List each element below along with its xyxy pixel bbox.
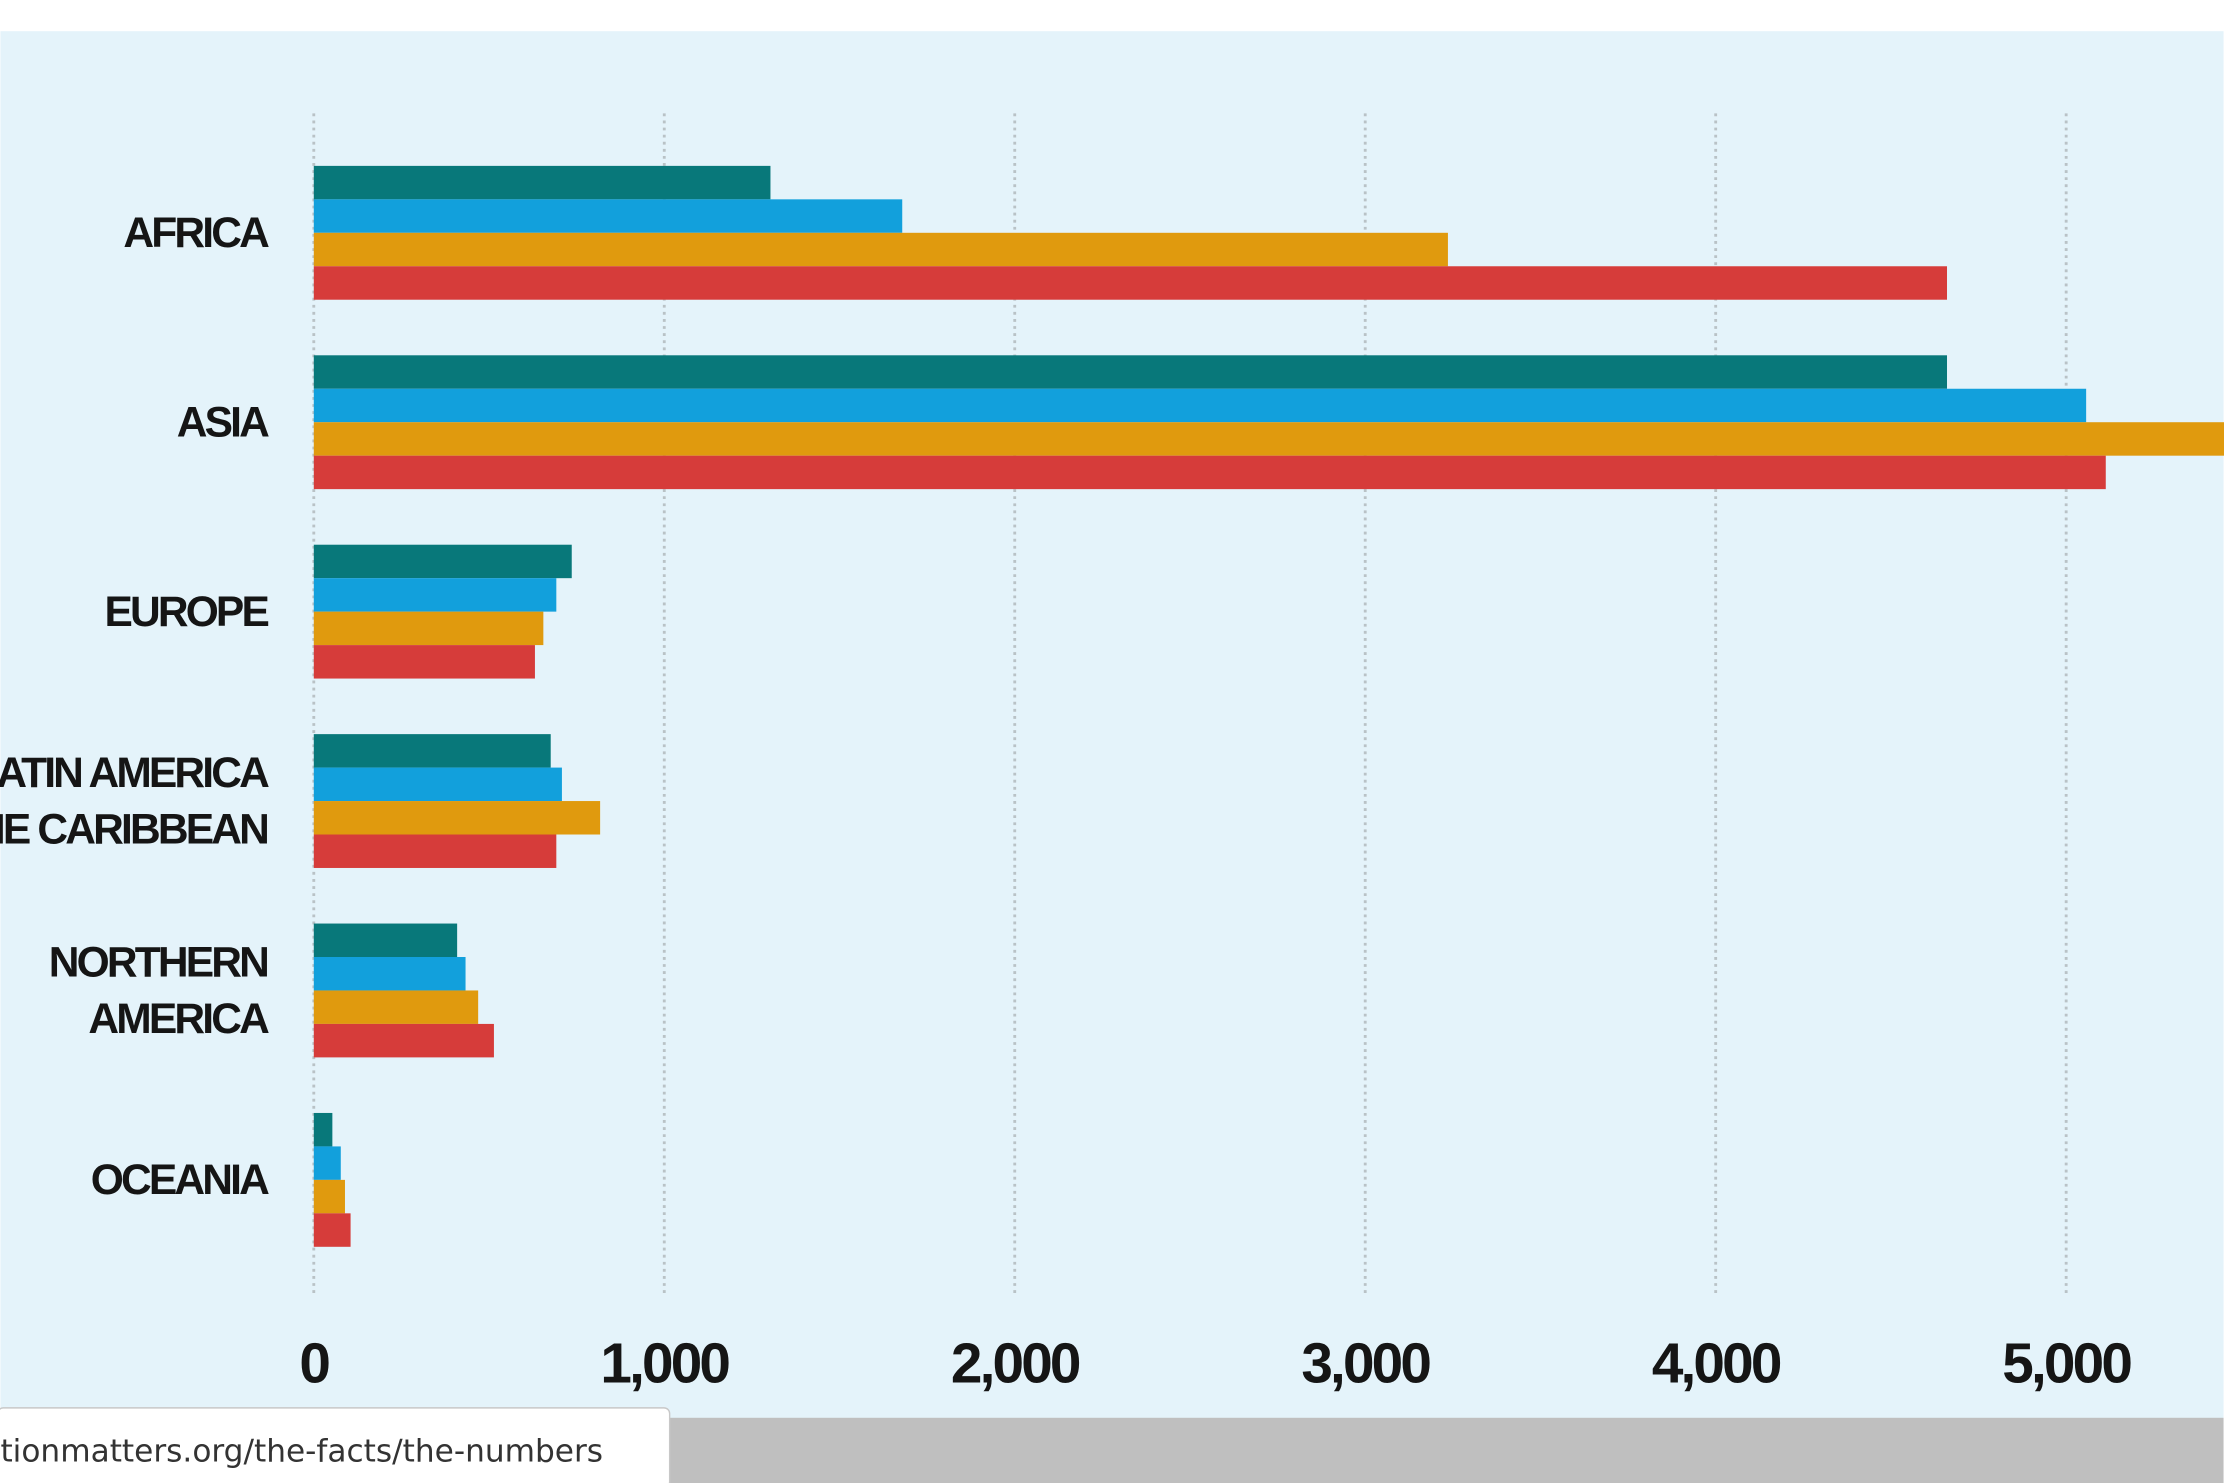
- bar: [313, 266, 1948, 300]
- bar: [313, 1146, 341, 1180]
- y-tick-label: AFRICA: [123, 209, 269, 257]
- bar: [313, 199, 903, 233]
- bar: [313, 232, 1448, 267]
- bar: [313, 544, 572, 579]
- y-tick-label: ASIA: [177, 398, 269, 446]
- x-tick-label: 0: [299, 1332, 329, 1395]
- bar: [313, 1179, 345, 1214]
- bar: [313, 1213, 351, 1247]
- y-tick-label: AMERICA: [88, 995, 269, 1043]
- y-tick-label: THE CARIBBEAN: [0, 806, 267, 854]
- status-url: tionmatters.org/the-facts/the-numbers: [0, 1434, 603, 1470]
- bar: [313, 734, 551, 768]
- bar: [313, 957, 466, 991]
- x-tick-label: 1,000: [600, 1332, 729, 1395]
- x-tick-label: 3,000: [1301, 1332, 1430, 1395]
- y-tick-label: NORTHERN: [49, 938, 267, 986]
- bar: [313, 990, 479, 1024]
- bar: [313, 422, 2224, 456]
- bar: [313, 834, 557, 868]
- y-tick-label: LATIN AMERICA: [0, 749, 269, 797]
- bar: [313, 645, 535, 679]
- bar: [313, 801, 601, 835]
- y-tick-label: OCEANIA: [91, 1156, 269, 1204]
- bar: [313, 165, 771, 200]
- bar: [313, 923, 458, 958]
- bar: [313, 455, 2106, 490]
- bar: [313, 767, 562, 802]
- x-tick-label: 4,000: [1652, 1332, 1781, 1395]
- bar: [313, 355, 1948, 389]
- bar: [313, 611, 544, 646]
- bar: [313, 388, 2087, 423]
- plot: 0 1,000 2,000 3,000 4,000 5,000 AFRICA ASIA EURO…: [0, 113, 2224, 1395]
- x-tick-label: 2,000: [951, 1332, 1080, 1395]
- status-tooltip: [0, 1407, 671, 1483]
- bar: [313, 1023, 494, 1058]
- bar: [313, 578, 557, 612]
- y-tick-label: EUROPE: [104, 588, 268, 636]
- x-tick-label: 5,000: [2002, 1332, 2131, 1395]
- bar: [313, 1112, 333, 1147]
